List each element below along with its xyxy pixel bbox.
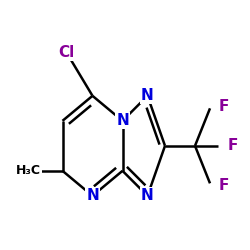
Text: Cl: Cl [58, 44, 74, 60]
Text: F: F [218, 178, 229, 193]
Text: N: N [141, 188, 154, 203]
Text: N: N [116, 113, 129, 128]
Text: N: N [141, 88, 154, 103]
Text: F: F [218, 99, 229, 114]
Text: H₃C: H₃C [16, 164, 41, 177]
Text: N: N [86, 188, 99, 203]
Text: F: F [227, 138, 238, 153]
